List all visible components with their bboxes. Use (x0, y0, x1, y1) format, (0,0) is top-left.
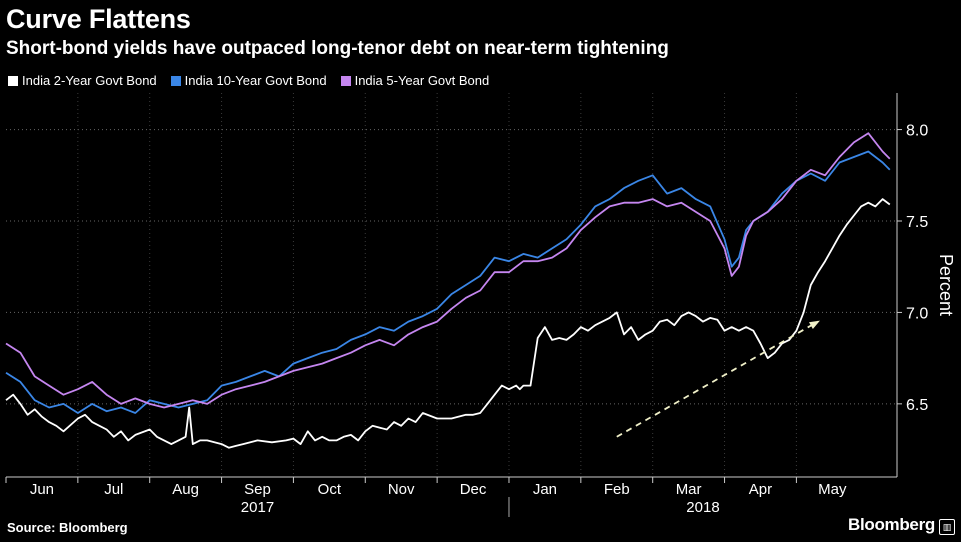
x-tick-label-jun: Jun (30, 481, 54, 498)
legend-item-5y: India 5-Year Govt Bond (340, 73, 490, 88)
x-tick-label-apr: Apr (749, 481, 772, 498)
y-tick-label-0: 6.5 (906, 397, 928, 414)
x-tick-label-may: May (818, 481, 847, 498)
x-tick-label-jul: Jul (104, 481, 123, 498)
chart-legend: India 2-Year Govt Bond India 10-Year Gov… (8, 73, 489, 88)
x-tick-label-oct: Oct (318, 481, 342, 498)
year-label-2018: 2018 (686, 499, 719, 516)
y-axis-title: Percent (936, 254, 956, 316)
x-tick-label-mar: Mar (676, 481, 702, 498)
legend-label-2y: India 2-Year Govt Bond (22, 73, 157, 88)
y-tick-label-2: 7.5 (906, 214, 928, 231)
y-tick-label-1: 7.0 (906, 305, 928, 322)
chart-subtitle: Short-bond yields have outpaced long-ten… (6, 38, 669, 59)
source-label: Source: Bloomberg (7, 520, 128, 535)
legend-item-10y: India 10-Year Govt Bond (170, 73, 327, 88)
legend-label-10y: India 10-Year Govt Bond (184, 73, 327, 88)
trend-arrow-head (808, 320, 820, 329)
legend-swatch-2y (8, 75, 18, 86)
legend-swatch-5y (340, 75, 351, 86)
series-line-10y (5, 150, 891, 414)
series-line-2y (5, 198, 891, 449)
chart-title: Curve Flattens (6, 4, 191, 34)
x-tick-label-nov: Nov (388, 481, 415, 498)
trend-arrow (616, 320, 819, 438)
series-line-5y (5, 132, 891, 409)
legend-item-2y: India 2-Year Govt Bond (8, 73, 157, 88)
y-tick-label-3: 8.0 (906, 123, 928, 140)
year-label-2017: 2017 (241, 499, 274, 516)
x-tick-label-jan: Jan (533, 481, 557, 498)
x-tick-label-sep: Sep (244, 481, 271, 498)
brand-logo: Bloomberg (847, 515, 935, 534)
legend-label-5y: India 5-Year Govt Bond (354, 73, 490, 88)
x-tick-label-aug: Aug (172, 481, 199, 498)
x-tick-label-dec: Dec (460, 481, 487, 498)
x-tick-label-feb: Feb (604, 481, 630, 498)
legend-swatch-10y (170, 75, 181, 86)
bloomberg-chart-icon: ▥ (939, 519, 955, 535)
